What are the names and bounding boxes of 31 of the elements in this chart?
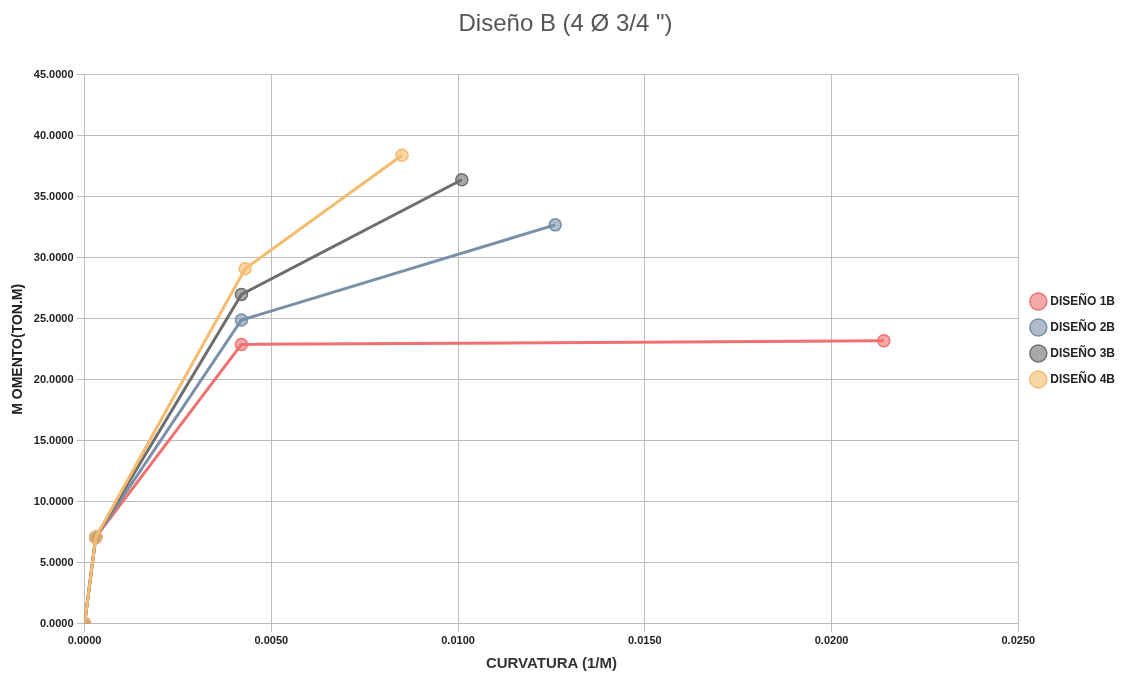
x-tick-label: 0.0100 — [441, 634, 475, 647]
y-tick-label: 0.0000 — [39, 616, 74, 629]
point — [548, 218, 562, 232]
point — [234, 313, 249, 327]
y-tick-label: 35.0000 — [33, 189, 74, 202]
y-tick-label: 25.0000 — [33, 311, 74, 324]
legend-label: DISEÑO 1B — [1050, 292, 1116, 308]
legend-label: DISEÑO 4B — [1050, 370, 1116, 386]
x-tick-label: 0.0200 — [814, 634, 849, 647]
legend-label: DISEÑO 3B — [1050, 344, 1116, 360]
y-tick-label: 45.0000 — [33, 67, 74, 80]
y-tick-label: 15.0000 — [33, 433, 74, 446]
chart-title: Diseño B (4 Ø 3/4 ") — [458, 9, 673, 37]
point — [877, 334, 891, 348]
point — [234, 337, 249, 352]
x-tick-label: 0.0000 — [67, 634, 102, 647]
x-axis-title: CURVATURA (1/M) — [485, 654, 617, 672]
y-tick-label: 20.0000 — [33, 372, 74, 385]
point — [395, 148, 409, 163]
point — [238, 262, 252, 276]
y-tick-label: 5.0000 — [39, 555, 74, 568]
point — [455, 172, 469, 187]
legend-label: DISEÑO 2B — [1050, 318, 1116, 334]
y-tick-label: 40.0000 — [33, 128, 74, 141]
y-axis-title: M OMENTO(TON.M) — [9, 283, 26, 415]
x-tick-label: 0.0150 — [627, 634, 662, 647]
point — [234, 287, 249, 302]
y-tick-label: 10.0000 — [33, 494, 74, 507]
y-tick-label: 30.0000 — [33, 250, 74, 263]
x-tick-label: 0.0250 — [1001, 634, 1036, 647]
x-tick-label: 0.0050 — [254, 634, 289, 647]
